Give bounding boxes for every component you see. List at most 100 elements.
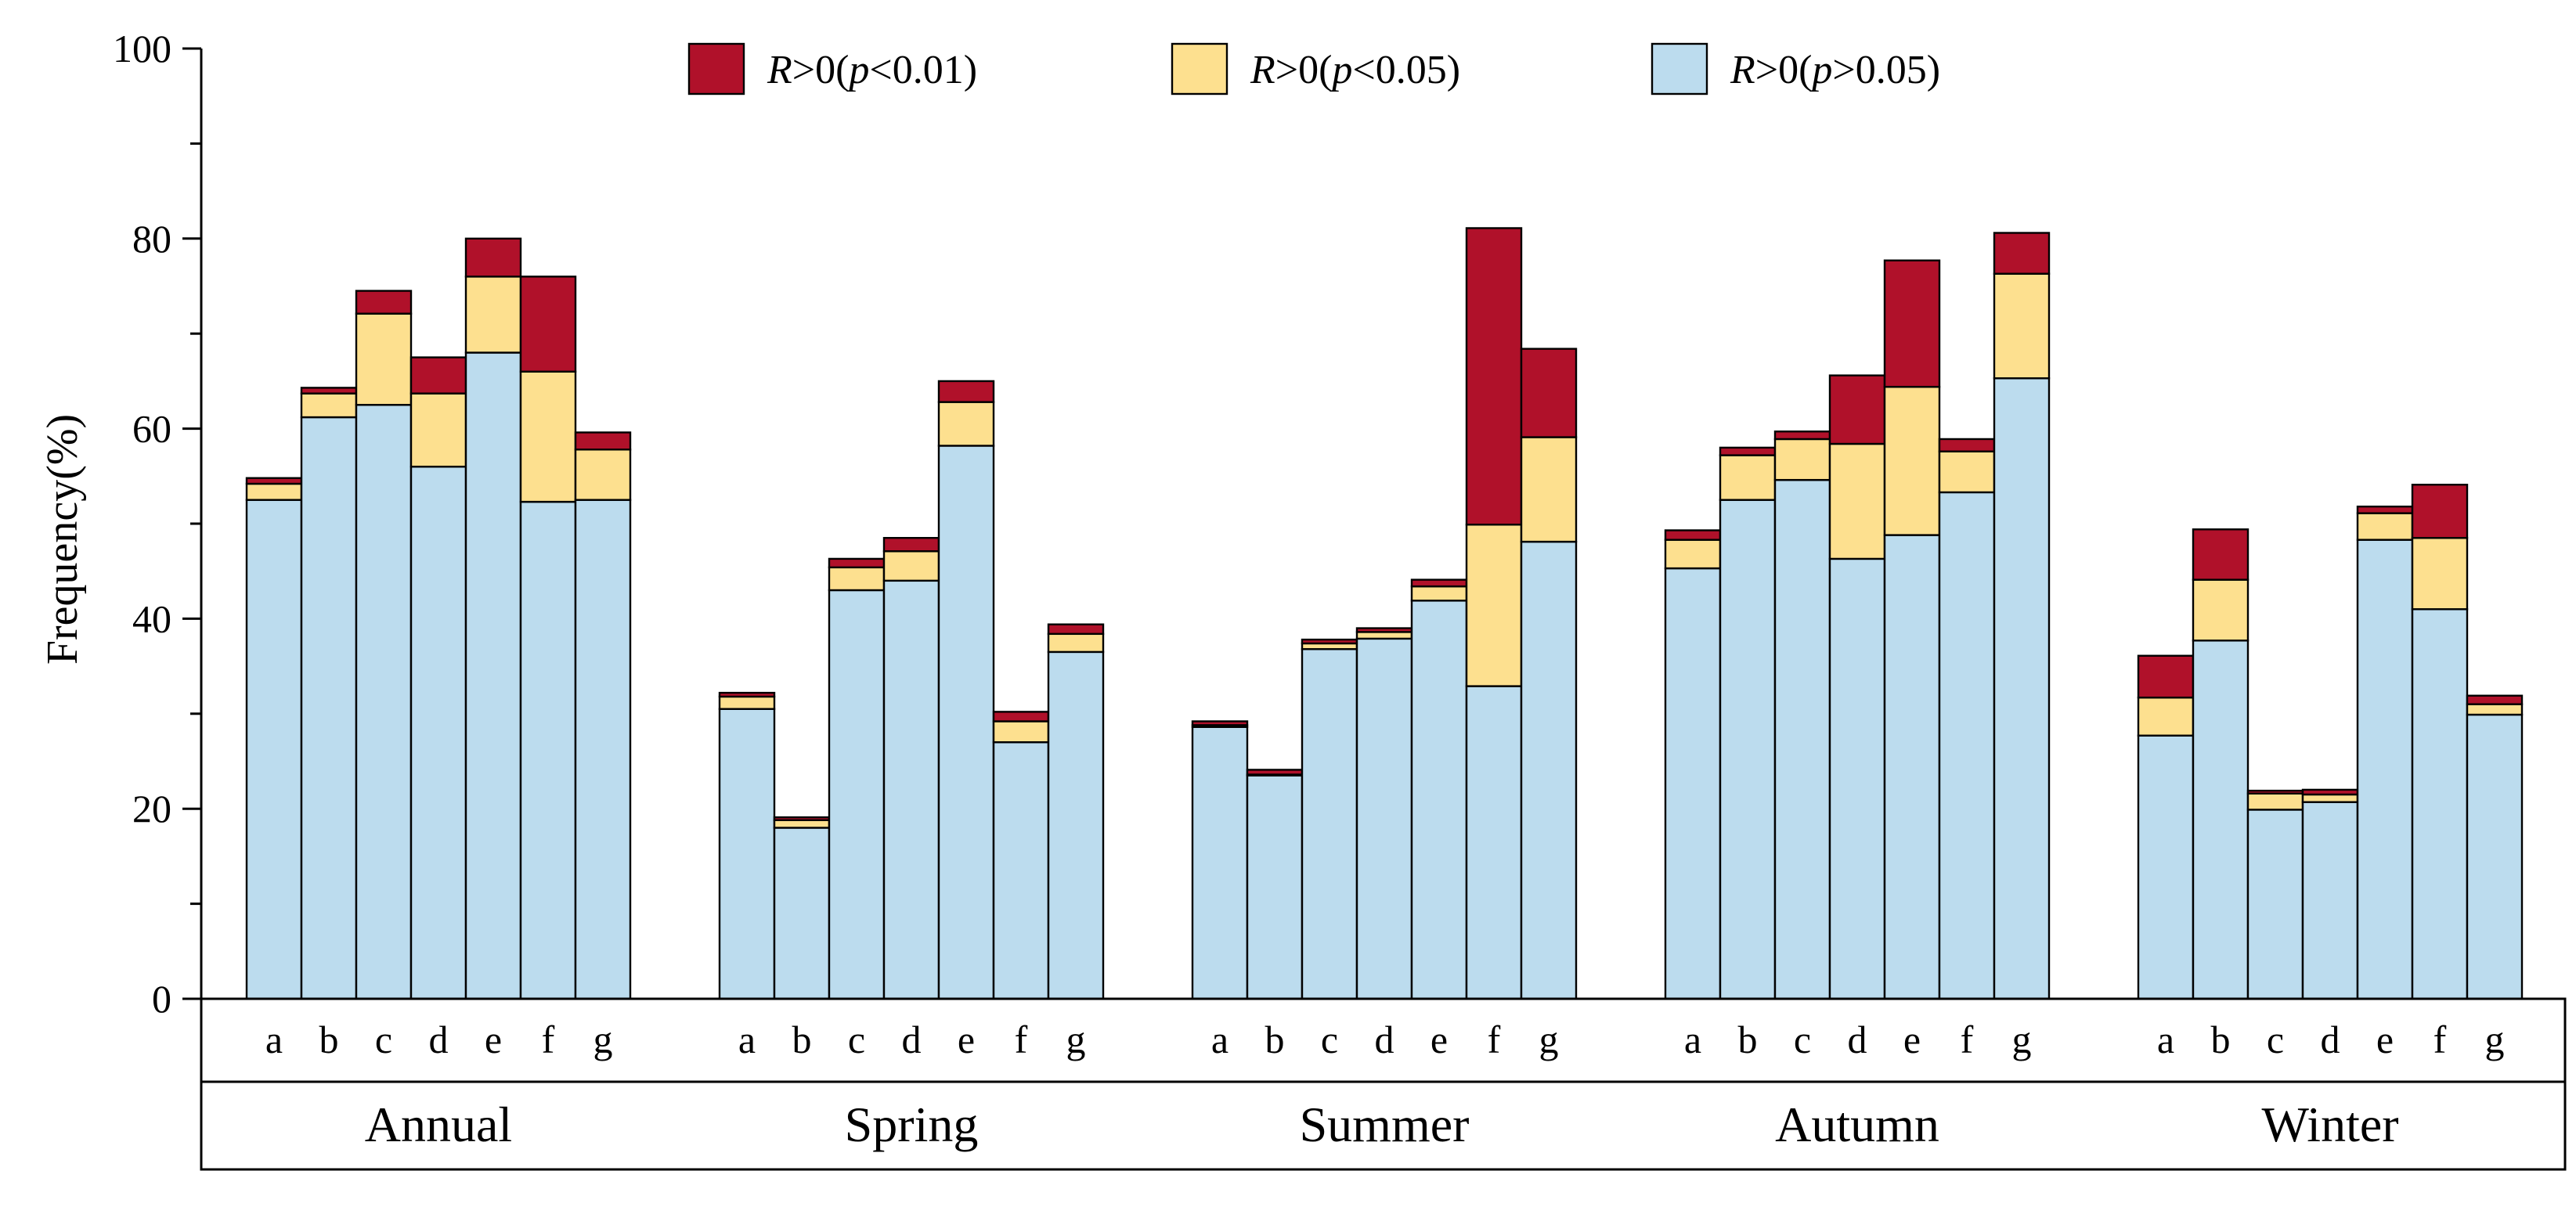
bar-winter-d-p001 [2301,788,2359,796]
category-tick-label: a [1684,1018,1701,1061]
category-tick-label: f [2433,1018,2447,1061]
bar-winter-e-p005 [2356,512,2414,541]
bars-layer [245,227,2524,1000]
legend-item-p005: R>0(p<0.05) [1171,42,1460,95]
bar-autumn-b-p001 [1719,446,1777,456]
bar-spring-e-p001 [937,380,995,403]
category-tick-label: b [1265,1018,1285,1061]
bar-autumn-a-pns [1664,567,1722,1000]
category-tick-label: d [902,1018,922,1061]
category-tick-label: e [1903,1018,1921,1061]
bar-spring-f-p005 [992,720,1050,744]
bar-autumn-d-pns [1828,557,1886,1000]
category-tick-label: a [265,1018,283,1061]
bar-annual-e-p001 [464,237,522,278]
bar-spring-c-p001 [828,557,886,569]
season-label-spring: Spring [845,1097,979,1152]
bar-annual-a-p001 [245,477,303,485]
y-tick-label: 0 [152,977,171,1021]
bar-annual-f-pns [519,500,577,1000]
bar-winter-f-p005 [2411,537,2469,611]
category-tick-label: b [792,1018,812,1061]
category-tick-label: d [2321,1018,2340,1061]
y-tick-label: 80 [132,217,171,261]
bar-spring-e-p005 [937,401,995,447]
category-tick-label: g [593,1018,613,1061]
legend: R>0(p<0.01) R>0(p<0.05) R>0(p>0.05) [687,42,1940,95]
bar-autumn-c-p005 [1773,438,1831,481]
bar-spring-f-pns [992,741,1050,1000]
bar-summer-d-p001 [1355,627,1413,633]
bar-summer-e-p001 [1410,578,1468,588]
bar-winter-b-pns [2192,640,2249,1000]
bar-summer-f-p001 [1465,227,1523,526]
y-tick-label: 60 [132,407,171,451]
legend-swatch [1171,42,1228,95]
bar-winter-a-p001 [2137,654,2195,699]
bar-autumn-a-p005 [1664,539,1722,570]
bar-spring-a-p001 [718,691,776,698]
category-tick-label: e [958,1018,975,1061]
bar-annual-c-p005 [355,312,413,406]
bar-annual-b-p001 [300,387,358,395]
bar-spring-g-p005 [1047,632,1105,654]
bar-annual-b-p005 [300,392,358,419]
bar-annual-b-pns [300,416,358,1000]
bar-autumn-f-pns [1938,491,1996,1000]
bar-annual-c-pns [355,404,413,1000]
bar-autumn-g-p005 [1993,272,2051,380]
category-tick-label: d [1375,1018,1394,1061]
bar-annual-g-pns [574,499,632,1000]
category-tick-label: b [2211,1018,2231,1061]
bar-winter-b-p005 [2192,578,2249,642]
bar-winter-a-pns [2137,734,2195,1000]
bar-annual-d-pns [409,465,467,1000]
category-tick-label: g [2012,1018,2032,1061]
bar-winter-g-p005 [2466,703,2524,716]
bar-annual-c-p001 [355,290,413,315]
category-tick-label: b [319,1018,339,1061]
bar-autumn-b-pns [1719,499,1777,1000]
bar-winter-b-p001 [2192,528,2249,581]
category-tick-label: c [848,1018,865,1061]
y-axis-label: Frequency(%) [38,414,87,665]
category-tick-label: g [2485,1018,2505,1061]
bar-annual-f-p001 [519,276,577,373]
legend-swatch [1651,42,1708,95]
category-tick-label: g [1539,1018,1559,1061]
bar-annual-g-p001 [574,431,632,451]
bar-spring-d-p001 [882,537,940,553]
bar-spring-c-p005 [828,566,886,592]
category-tick-label: a [1211,1018,1228,1061]
category-tick-label: g [1066,1018,1086,1061]
bar-winter-f-pns [2411,608,2469,1000]
season-label-annual: Annual [365,1097,512,1152]
bar-spring-a-p005 [718,695,776,710]
category-tick-label: f [1015,1018,1028,1061]
bar-summer-a-p001 [1191,720,1249,726]
bar-summer-b-p001 [1246,769,1304,776]
bar-annual-a-p005 [245,482,303,501]
category-tick-label: f [542,1018,555,1061]
category-tick-label: a [2157,1018,2174,1061]
legend-swatch [687,42,745,95]
category-tick-label: c [375,1018,392,1061]
bar-summer-g-pns [1520,540,1578,1000]
bar-spring-d-pns [882,579,940,1000]
bar-spring-f-p001 [992,711,1050,722]
bar-spring-b-p001 [773,816,831,821]
category-tick-label: d [429,1018,449,1061]
legend-label: R>0(p>0.05) [1730,48,1940,92]
bar-winter-d-p005 [2301,793,2359,803]
bar-summer-c-p001 [1301,638,1358,645]
category-tick-label: c [1794,1018,1811,1061]
bar-annual-d-p005 [409,392,467,468]
bar-winter-c-p001 [2246,789,2304,794]
season-label-winter: Winter [2261,1097,2398,1152]
legend-label: R>0(p<0.05) [1250,48,1460,92]
bar-autumn-g-pns [1993,377,2051,1000]
bar-autumn-e-pns [1883,534,1941,1000]
bar-spring-c-pns [828,589,886,1000]
